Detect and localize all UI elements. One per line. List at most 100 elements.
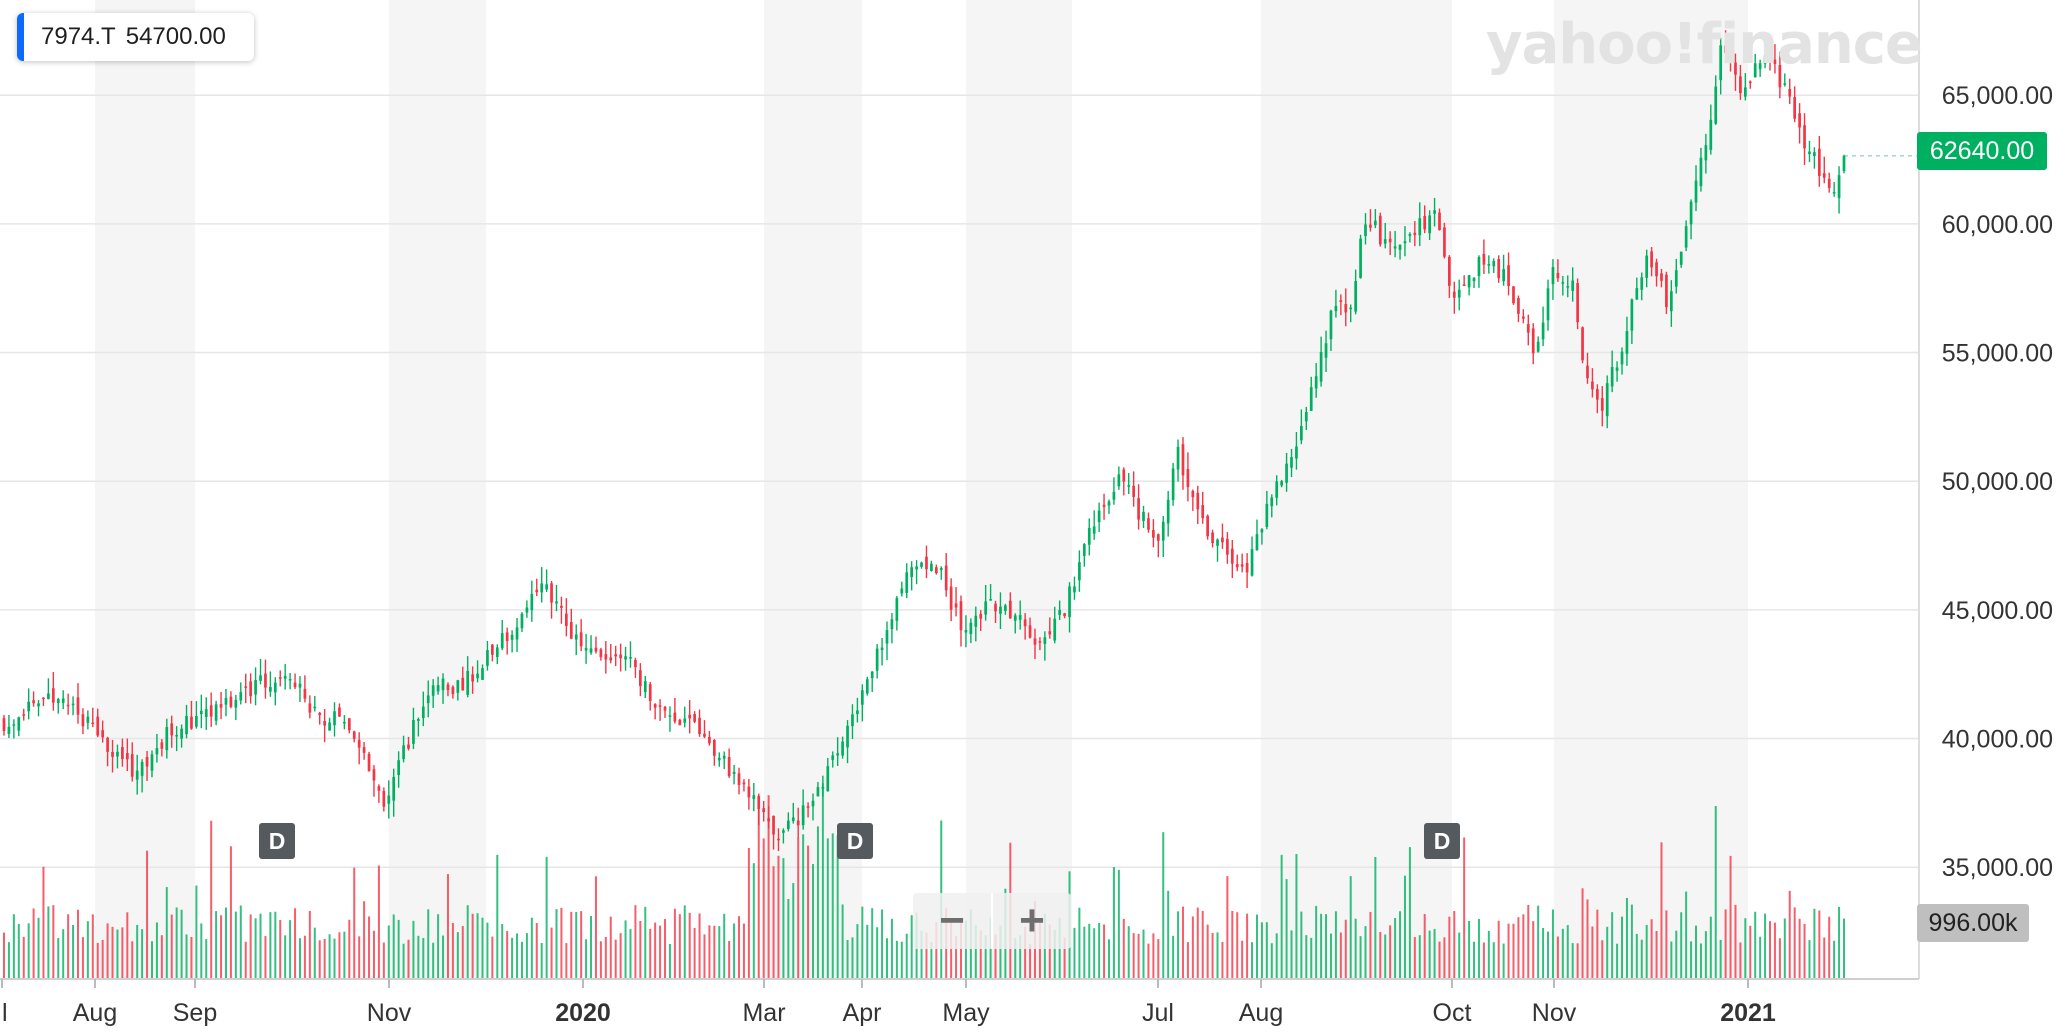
volume-bar [585, 939, 588, 979]
candle-body [1699, 157, 1703, 187]
candle-body [1788, 88, 1792, 97]
candle-body [293, 682, 297, 688]
dividend-marker[interactable]: D [259, 823, 295, 859]
x-tick-label: Jul [1142, 999, 1174, 1027]
volume-bar [777, 855, 780, 979]
y-tick-label: 50,000.00 [1942, 468, 2053, 496]
candle-body [875, 648, 879, 671]
candle-body [461, 677, 465, 691]
candle-body [96, 716, 100, 736]
volume-bar [1172, 935, 1175, 979]
volume-bar [1443, 937, 1446, 979]
candle-body [1078, 562, 1081, 581]
candle-body [530, 593, 534, 611]
candle-body [1344, 304, 1348, 313]
volume-bar [1724, 909, 1727, 979]
ticker-label[interactable]: 7974.T 54700.00 [17, 13, 254, 61]
candle-body [1082, 544, 1086, 556]
candle-body [1694, 180, 1698, 203]
volume-bar [713, 925, 716, 979]
volume-bar [1704, 931, 1707, 979]
volume-bar [594, 876, 597, 979]
volume-bar [442, 935, 445, 979]
x-axis: l Aug Sep Nov 2020 Mar Apr May Jul Aug Oct Nov 2021 [1, 979, 1776, 1027]
dividend-marker[interactable]: D [1424, 823, 1460, 859]
candle-body [51, 688, 55, 703]
volume-bar [1024, 926, 1027, 979]
volume-bar [1073, 927, 1076, 979]
candle-body [1403, 241, 1407, 244]
candle-body [964, 630, 968, 633]
candle-body [930, 563, 933, 572]
candle-body [150, 754, 154, 771]
volume-bar [1556, 936, 1559, 979]
volume-bar [910, 915, 913, 979]
candle-body [32, 700, 35, 704]
volume-bar [1823, 937, 1826, 979]
volume-bar [1734, 904, 1737, 979]
candle-body [372, 769, 376, 781]
volume-bar [856, 924, 859, 979]
candle-body [1734, 62, 1737, 75]
candle-body [1186, 469, 1190, 488]
candle-body [786, 820, 790, 830]
candle-body [1097, 510, 1101, 523]
volume-bar [861, 906, 864, 979]
candle-body [1443, 227, 1446, 257]
volume-bar [1265, 922, 1268, 979]
volume-bar [32, 908, 35, 979]
candle-body [683, 718, 687, 723]
candle-body [1665, 274, 1668, 308]
volume-bar [318, 940, 321, 979]
volume-bar [1828, 916, 1831, 979]
volume-bar [1532, 921, 1535, 979]
y-tick-label: 45,000.00 [1942, 597, 2053, 625]
candle-body [1393, 246, 1397, 249]
candle-body [1250, 549, 1254, 576]
volume-bar [1127, 926, 1130, 979]
candle-body [1758, 63, 1762, 70]
volume-bar [1295, 853, 1298, 979]
candle-body [323, 721, 326, 726]
candle-body [318, 712, 322, 716]
candle-body [446, 684, 450, 691]
volume-bar [377, 865, 380, 979]
volume-bar [1103, 924, 1106, 979]
volume-bar [1783, 918, 1786, 979]
candle-body [1813, 152, 1816, 156]
candle-body [609, 657, 613, 661]
candle-body [648, 684, 652, 701]
volume-bar [407, 939, 410, 979]
volume-bar [446, 874, 449, 979]
volume-bar [1808, 940, 1811, 979]
candle-body [1260, 529, 1264, 533]
candle-body [441, 678, 445, 691]
volume-bar [1596, 909, 1599, 979]
volume-bar [1029, 943, 1032, 979]
dividend-marker[interactable]: D [837, 823, 873, 859]
volume-bar [1428, 930, 1431, 979]
candle-body [1768, 57, 1772, 61]
candle-body [712, 739, 716, 756]
candle-body [1107, 501, 1111, 506]
volume-bar [170, 914, 173, 979]
candle-body [806, 806, 810, 808]
volume-bar [876, 927, 879, 979]
candle-body [1068, 586, 1071, 618]
volume-bar [831, 833, 834, 979]
candle-body [777, 838, 780, 841]
candle-body [954, 603, 958, 608]
candle-body [782, 830, 785, 833]
zoom-out-button[interactable]: − [939, 896, 965, 945]
volume-bar [1078, 907, 1081, 979]
candle-body [1837, 175, 1841, 199]
candle-body [752, 795, 756, 799]
candle-body [737, 773, 741, 785]
zoom-in-button[interactable]: + [1019, 896, 1045, 945]
volume-bar [1813, 908, 1816, 979]
candle-body [1122, 469, 1126, 482]
candle-body [535, 589, 539, 593]
candle-body [106, 737, 109, 752]
candle-body [1127, 485, 1131, 487]
